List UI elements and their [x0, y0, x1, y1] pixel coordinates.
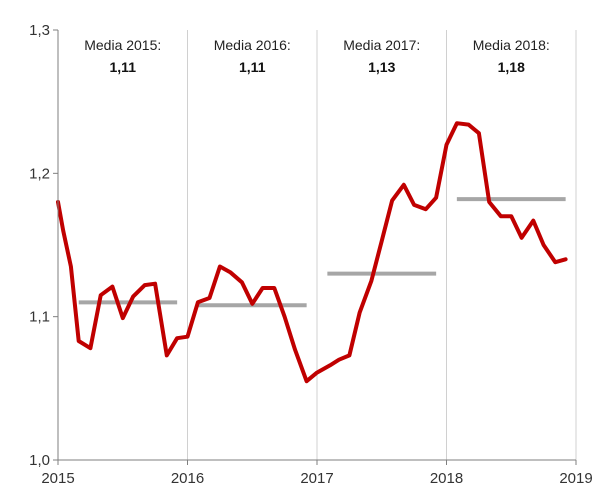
- average-value: 1,11: [239, 59, 266, 75]
- x-tick-label: 2016: [171, 470, 204, 487]
- series-group: [56, 121, 568, 384]
- average-label: Media 2017:: [343, 37, 420, 53]
- average-value: 1,18: [498, 59, 525, 75]
- series-line: [56, 121, 568, 384]
- year-separators: [187, 30, 577, 460]
- average-value: 1,11: [110, 59, 137, 75]
- y-tick-label: 1,1: [29, 309, 50, 326]
- y-tick-label: 1,2: [29, 165, 50, 182]
- x-tick-label: 2017: [300, 470, 333, 487]
- x-tick-label: 2018: [430, 470, 463, 487]
- average-label: Media 2018:: [473, 37, 550, 53]
- x-tick-label: 2015: [41, 470, 74, 487]
- average-label: Media 2015:: [84, 37, 161, 53]
- tick-labels: 1,0 1,1 1,2 1,3 2015 2016 2017 2018 2019: [29, 22, 593, 487]
- axes: [53, 29, 577, 465]
- y-tick-label: 1,3: [29, 22, 50, 39]
- average-annotations: Media 2015: 1,11 Media 2016: 1,11 Media 2017…: [84, 37, 550, 75]
- average-lines: [78, 197, 566, 308]
- average-value: 1,13: [368, 59, 395, 75]
- average-label: Media 2016:: [214, 37, 291, 53]
- y-tick-label: 1,0: [29, 452, 50, 469]
- x-tick-label: 2019: [559, 470, 592, 487]
